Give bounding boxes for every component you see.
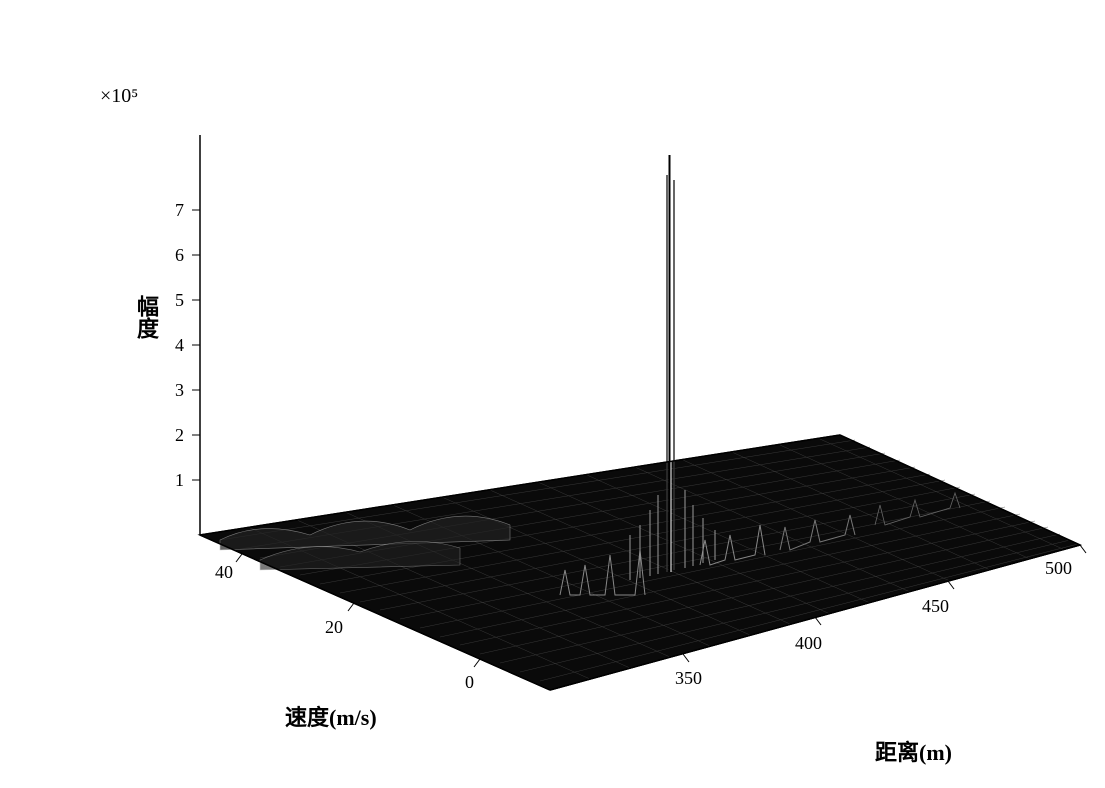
y-tick-400: 400 — [795, 633, 822, 654]
x-tick-20: 20 — [325, 617, 343, 638]
y-tick-500: 500 — [1045, 558, 1072, 579]
z-tick-1: 1 — [175, 470, 184, 491]
z-axis-label: 幅度 — [130, 295, 162, 339]
x-tick-40: 40 — [215, 562, 233, 583]
z-tick-7: 7 — [175, 200, 184, 221]
y-axis-label: 距离(m) — [875, 735, 952, 767]
z-tick-6: 6 — [175, 245, 184, 266]
z-tick-4: 4 — [175, 335, 184, 356]
y-tick-450: 450 — [922, 596, 949, 617]
z-tick-2: 2 — [175, 425, 184, 446]
chart-svg — [60, 40, 1105, 780]
y-tick-350: 350 — [675, 668, 702, 689]
x-tick-0: 0 — [465, 672, 474, 693]
z-axis-ticks — [192, 210, 200, 480]
x-axis-label: 速度(m/s) — [285, 700, 377, 732]
z-tick-5: 5 — [175, 290, 184, 311]
chart-3d: ×10⁵ 幅度 7 6 5 4 3 2 1 速度(m/s) 40 20 0 距离… — [60, 40, 1060, 760]
z-exponent-label: ×10⁵ — [100, 85, 138, 108]
z-tick-3: 3 — [175, 380, 184, 401]
